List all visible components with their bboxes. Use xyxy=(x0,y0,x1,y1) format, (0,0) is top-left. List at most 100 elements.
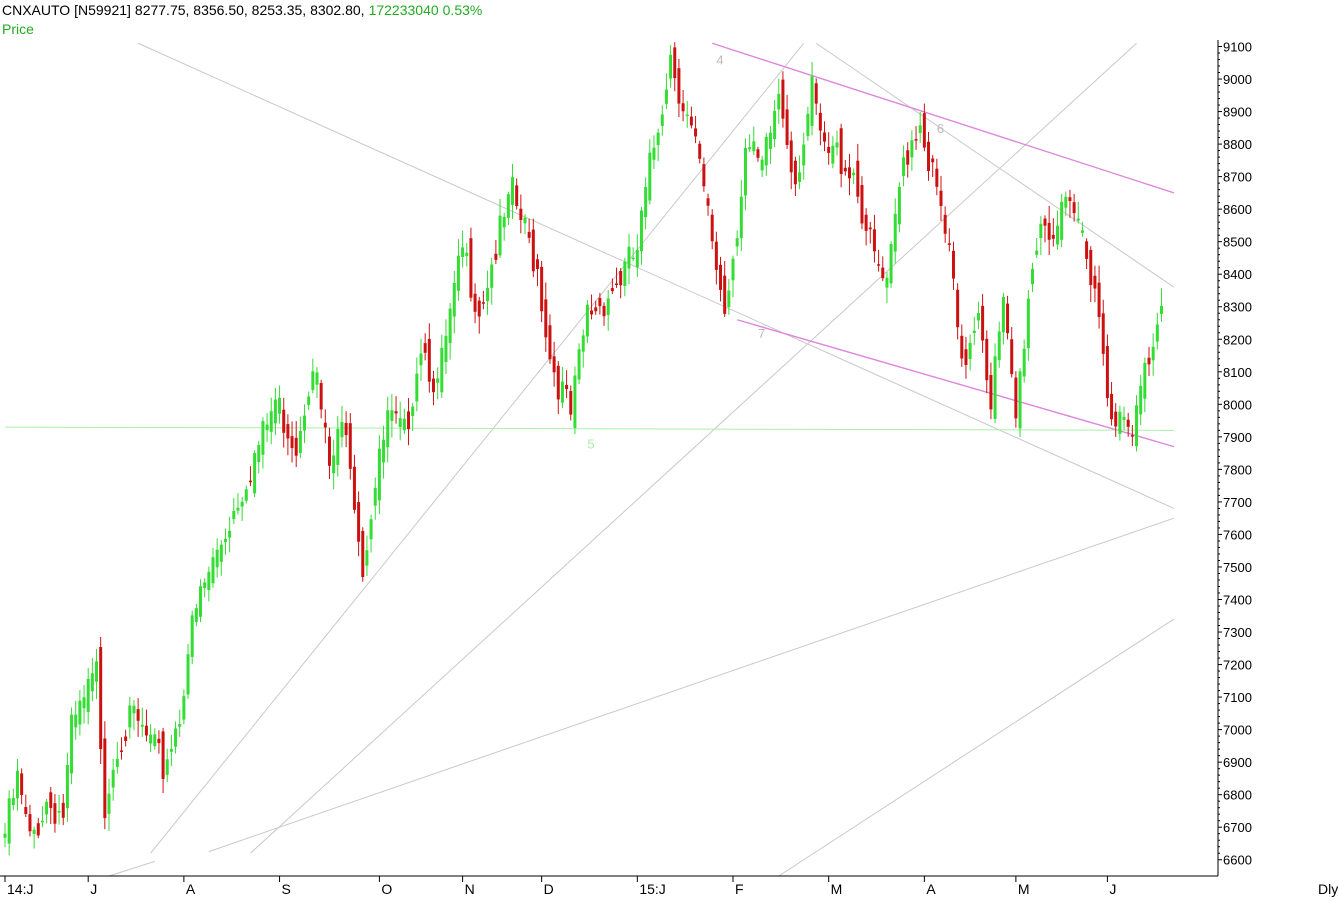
price-tick-label: 8900 xyxy=(1223,105,1252,120)
candle-body xyxy=(65,764,69,809)
time-tick-label: S xyxy=(282,881,291,897)
time-axis: 14:J J A S O N D 15:J F M A M J xyxy=(0,875,1218,897)
candle xyxy=(985,330,989,394)
candle xyxy=(236,493,240,515)
candle xyxy=(847,154,851,196)
candle xyxy=(660,105,664,136)
candle-body xyxy=(178,724,182,727)
candle xyxy=(981,294,985,353)
candle xyxy=(223,528,227,555)
candle-body xyxy=(502,216,506,228)
symbol-label: CNXAUTO [N59921] xyxy=(2,2,131,18)
chart-header: CNXAUTO [N59921] 8277.75, 8356.50, 8253.3… xyxy=(2,2,486,18)
volume-label: 172233040 xyxy=(368,2,439,18)
candle xyxy=(165,748,169,782)
candle xyxy=(914,126,918,150)
candles-layer xyxy=(3,42,1163,856)
candle-body xyxy=(1126,419,1130,427)
candle-body xyxy=(902,157,906,177)
candle-body xyxy=(968,342,972,360)
price-tick-label: 7500 xyxy=(1223,560,1252,575)
candle-body xyxy=(814,83,818,104)
candle-body xyxy=(1047,222,1051,240)
price-tick-label: 7100 xyxy=(1223,690,1252,705)
candle-body xyxy=(407,411,411,430)
candle-body xyxy=(215,549,219,568)
candle xyxy=(24,794,28,818)
candle-body xyxy=(211,557,215,584)
candle xyxy=(490,257,494,305)
candle xyxy=(436,367,440,400)
candle-body xyxy=(943,214,947,234)
time-tick-label: 14:J xyxy=(7,881,33,897)
candle xyxy=(810,62,814,136)
candle-body xyxy=(552,356,556,373)
wave-label: 7 xyxy=(758,326,765,341)
candle xyxy=(78,690,82,736)
candle-body xyxy=(673,47,677,79)
candle xyxy=(1139,375,1143,426)
candle xyxy=(182,689,186,725)
candle xyxy=(344,411,348,448)
candle-body xyxy=(111,769,115,788)
candle-body xyxy=(1130,435,1134,437)
candle-body xyxy=(1085,241,1089,259)
candle xyxy=(61,793,65,826)
candle xyxy=(477,296,481,334)
candle xyxy=(352,454,356,514)
candle xyxy=(1151,333,1155,376)
candle-body xyxy=(1089,249,1093,286)
candle-body xyxy=(877,264,881,266)
candle xyxy=(702,157,706,192)
candle xyxy=(149,724,153,752)
candle-body xyxy=(777,93,781,110)
candle xyxy=(1001,292,1005,345)
candle xyxy=(402,408,406,434)
candle xyxy=(565,370,569,399)
candle xyxy=(315,367,319,399)
candle xyxy=(1089,246,1093,302)
candle-body xyxy=(764,136,768,166)
candle xyxy=(785,94,789,149)
candle xyxy=(1110,382,1114,426)
candle xyxy=(823,121,827,152)
candle xyxy=(215,538,219,578)
candle xyxy=(282,397,286,448)
candle-body xyxy=(681,103,685,112)
candle-body xyxy=(49,792,53,808)
candle xyxy=(228,516,232,553)
candle xyxy=(610,278,614,294)
candle xyxy=(1155,312,1159,350)
candle-body xyxy=(544,299,548,338)
candle-body xyxy=(1031,268,1035,285)
candle xyxy=(161,727,165,794)
candle-body xyxy=(872,229,876,252)
candle-body xyxy=(685,114,689,117)
price-tick-label: 6700 xyxy=(1223,820,1252,835)
candle xyxy=(951,241,955,290)
candle xyxy=(756,146,760,162)
candle-body xyxy=(827,146,831,153)
candle-body xyxy=(128,705,132,728)
candle-body xyxy=(669,54,673,79)
candle-body xyxy=(490,264,494,288)
interval-label: Dly xyxy=(1318,881,1338,897)
candle xyxy=(15,759,19,811)
time-tick-label: F xyxy=(735,881,744,897)
candle xyxy=(652,135,656,169)
candle-body xyxy=(735,238,739,247)
candle-body xyxy=(494,253,498,260)
candle-body xyxy=(627,246,631,269)
resistance-line xyxy=(815,42,1175,288)
candle-body xyxy=(282,409,286,433)
candle xyxy=(777,78,781,124)
candle-body xyxy=(465,252,469,257)
candle xyxy=(931,154,935,178)
candle-body xyxy=(207,571,211,591)
candle-body xyxy=(40,820,44,823)
candle-body xyxy=(1114,411,1118,427)
candle-body xyxy=(1143,362,1147,399)
candle xyxy=(569,385,573,421)
candle-body xyxy=(527,232,531,238)
candle-body xyxy=(119,750,123,752)
